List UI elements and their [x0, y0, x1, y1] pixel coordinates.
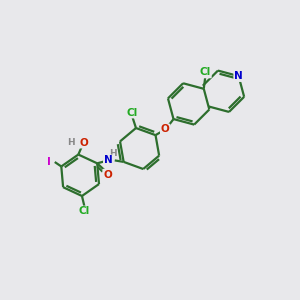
Text: N: N: [234, 71, 243, 81]
Text: Cl: Cl: [200, 68, 211, 77]
Text: Cl: Cl: [127, 108, 138, 118]
Text: N: N: [104, 155, 112, 165]
Text: O: O: [79, 138, 88, 148]
Text: O: O: [161, 124, 170, 134]
Text: H: H: [68, 138, 75, 147]
Text: H: H: [109, 149, 117, 158]
Text: Cl: Cl: [79, 206, 90, 216]
Text: O: O: [103, 169, 112, 180]
Text: I: I: [47, 157, 51, 167]
